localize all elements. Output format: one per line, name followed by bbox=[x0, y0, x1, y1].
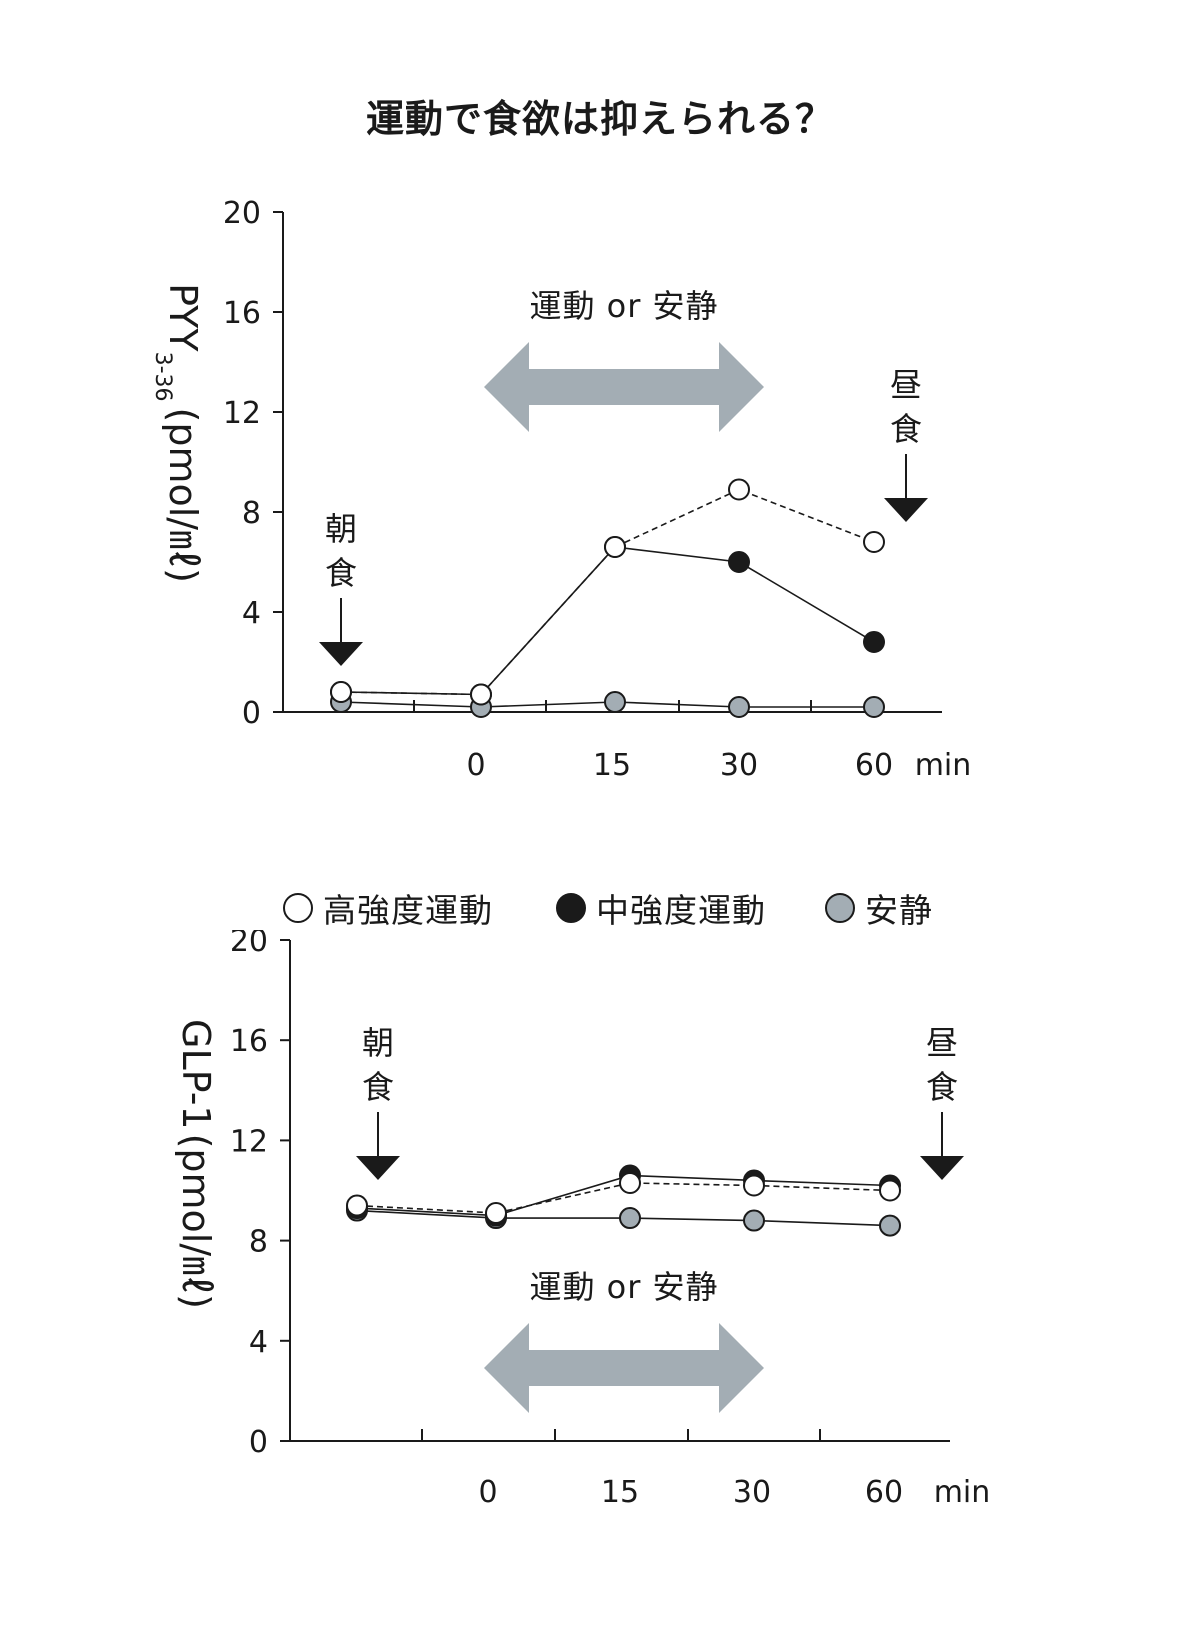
lunch-label-char: 昼 bbox=[926, 1024, 958, 1062]
y-tick-label: 0 bbox=[242, 696, 261, 731]
legend-item-moderate: 中強度運動 bbox=[556, 884, 766, 932]
y-tick-label: 4 bbox=[249, 1325, 268, 1360]
y-axis-label-main: PYY bbox=[161, 283, 205, 352]
x-tick-label: 60 bbox=[855, 748, 893, 783]
series-line-high bbox=[356, 1182, 891, 1214]
data-point-high bbox=[619, 1171, 641, 1194]
x-unit-label: min bbox=[915, 748, 972, 783]
open-circle-icon bbox=[283, 893, 313, 923]
breakfast-label-char: 朝 bbox=[362, 1024, 394, 1062]
y-axis-label-sub: 3-36 bbox=[150, 352, 175, 402]
y-axis-label-unit: (pmol/㎖) bbox=[174, 1134, 218, 1309]
y-tick-label: 20 bbox=[230, 930, 268, 959]
breakfast-label-char: 朝 bbox=[325, 510, 357, 548]
x-tick-label: 30 bbox=[733, 1475, 771, 1510]
lunch-arrow-icon bbox=[884, 498, 928, 522]
data-point-rest bbox=[619, 1207, 641, 1230]
glp1-chart: 0 4 8 12 16 20 0 15 30 60 min GLP-1(pmol/㎖) 運動 or 安静… bbox=[174, 930, 991, 1510]
period-label: 運動 or 安静 bbox=[529, 287, 718, 325]
breakfast-arrow-icon bbox=[356, 1156, 400, 1180]
legend: 高強度運動 中強度運動 安静 bbox=[0, 884, 1200, 944]
series-line-high bbox=[340, 488, 875, 696]
data-point-high bbox=[743, 1174, 765, 1197]
y-axis-label-text: PYY3-36 (pmol/㎖) bbox=[150, 283, 205, 583]
data-point-high bbox=[470, 683, 492, 706]
data-point-high bbox=[728, 478, 750, 501]
y-tick-label: 4 bbox=[242, 596, 261, 631]
series-line-moderate bbox=[340, 546, 875, 696]
y-tick-label: 8 bbox=[242, 496, 261, 531]
x-tick-label: 15 bbox=[601, 1475, 639, 1510]
data-point-rest bbox=[879, 1214, 901, 1237]
filled-circle-icon bbox=[556, 893, 586, 923]
gray-circle-icon bbox=[825, 893, 855, 923]
data-point-rest bbox=[604, 691, 626, 713]
data-point-high bbox=[346, 1194, 368, 1217]
lunch-label-char: 食 bbox=[890, 410, 922, 448]
data-point-high bbox=[485, 1202, 507, 1225]
data-point-high bbox=[863, 531, 885, 553]
x-tick-label: 30 bbox=[720, 748, 758, 783]
data-point-high bbox=[330, 681, 352, 703]
y-tick-label: 20 bbox=[223, 196, 261, 231]
x-tick-label: 60 bbox=[865, 1475, 903, 1510]
y-axis-label: PYY3-36 (pmol/㎖) bbox=[150, 283, 205, 583]
y-axis-label-text: GLP-1(pmol/㎖) bbox=[174, 1019, 218, 1309]
lunch-arrow-icon bbox=[920, 1156, 964, 1180]
legend-item-high: 高強度運動 bbox=[283, 884, 493, 932]
figure-title: 運動で食欲は抑えられる？ bbox=[365, 97, 834, 141]
legend-label-moderate: 中強度運動 bbox=[596, 891, 766, 930]
legend-item-rest: 安静 bbox=[825, 884, 933, 932]
period-label: 運動 or 安静 bbox=[529, 1268, 718, 1306]
data-point-high bbox=[604, 536, 626, 558]
data-point-rest bbox=[728, 696, 750, 718]
lunch-label-char: 食 bbox=[926, 1068, 958, 1106]
y-tick-label: 16 bbox=[230, 1024, 268, 1059]
data-point-moderate bbox=[863, 631, 885, 653]
legend-label-high: 高強度運動 bbox=[323, 891, 493, 930]
data-point-moderate bbox=[728, 551, 750, 573]
period-double-arrow bbox=[484, 342, 764, 432]
lunch-label-char: 昼 bbox=[890, 366, 922, 404]
period-double-arrow bbox=[484, 1323, 764, 1413]
y-tick-label: 12 bbox=[230, 1124, 268, 1159]
y-axis-label-main: GLP-1 bbox=[174, 1019, 218, 1130]
breakfast-label-char: 食 bbox=[362, 1068, 394, 1106]
y-tick-label: 8 bbox=[249, 1225, 268, 1260]
data-point-rest bbox=[863, 696, 885, 718]
x-tick-label: 0 bbox=[478, 1475, 497, 1510]
y-tick-label: 12 bbox=[223, 396, 261, 431]
x-unit-label: min bbox=[934, 1475, 991, 1510]
y-tick-label: 0 bbox=[249, 1425, 268, 1460]
x-tick-label: 15 bbox=[593, 748, 631, 783]
breakfast-label-char: 食 bbox=[325, 554, 357, 592]
legend-label-rest: 安静 bbox=[865, 891, 933, 930]
data-point-high bbox=[879, 1179, 901, 1202]
y-axis-label-unit: (pmol/㎖) bbox=[161, 408, 205, 583]
y-tick-label: 16 bbox=[223, 296, 261, 331]
y-axis-label: GLP-1(pmol/㎖) bbox=[174, 1019, 218, 1309]
pyy-chart: 0 4 8 12 16 20 0 15 30 60 min PYY3-36 (pmol/㎖) 運動 or … bbox=[150, 196, 972, 783]
data-point-rest bbox=[743, 1209, 765, 1232]
x-tick-label: 0 bbox=[466, 748, 485, 783]
breakfast-arrow-icon bbox=[319, 642, 363, 666]
